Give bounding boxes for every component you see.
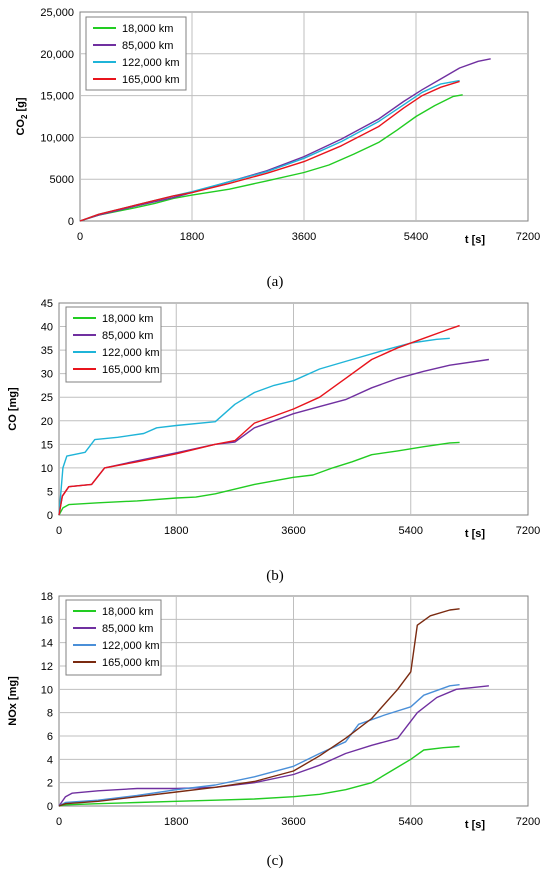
y-tick-label: 8	[47, 708, 53, 720]
y-axis-label: CO2 [g]	[15, 97, 29, 135]
y-tick-label: 0	[47, 801, 53, 813]
x-tick-label: 1800	[164, 816, 188, 828]
x-axis-label: t [s]	[465, 528, 486, 540]
y-tick-label: 12	[41, 661, 53, 673]
subfigure-caption: (a)	[267, 274, 284, 290]
legend-entry: 85,000 km	[122, 40, 173, 52]
series-line-3	[58, 608, 460, 807]
x-tick-label: 3600	[292, 231, 316, 243]
series-line-1	[58, 685, 489, 807]
legend-entry: 18,000 km	[122, 23, 173, 35]
x-tick-label: 1800	[164, 525, 188, 537]
y-tick-label: 15	[41, 439, 53, 451]
y-tick-label: 0	[47, 510, 53, 522]
legend: 18,000 km 85,000 km 122,000 km 165,000 km	[65, 306, 162, 383]
subfigure-caption: (c)	[267, 853, 284, 869]
y-tick-label: 45	[41, 298, 53, 310]
y-tick-label: 10	[41, 684, 53, 696]
x-tick-label: 7200	[516, 231, 540, 243]
legend-entry: 85,000 km	[102, 623, 153, 635]
y-tick-label: 15,000	[40, 91, 74, 103]
x-tick-label: 3600	[281, 816, 305, 828]
subfigure-caption: (b)	[266, 568, 284, 584]
x-tick-label: 3600	[281, 525, 305, 537]
chart-0: 0 5000 10,000 15,000 20,000 25,000 0 1800 3600 54…	[15, 7, 540, 290]
y-tick-label: 14	[41, 638, 53, 650]
y-tick-label: 40	[41, 322, 53, 334]
legend-box	[85, 16, 187, 91]
y-tick-label: 5	[47, 486, 53, 498]
y-tick-label: 10	[41, 463, 53, 475]
y-tick-label: 5000	[50, 174, 74, 186]
series-line-1	[79, 58, 491, 222]
legend-entry: 18,000 km	[102, 313, 153, 325]
y-tick-label: 4	[47, 754, 53, 766]
legend-entry: 165,000 km	[102, 657, 159, 669]
series-line-0	[58, 441, 460, 516]
x-tick-label: 0	[56, 816, 62, 828]
y-axis-label: NOx [mg]	[7, 676, 19, 726]
y-tick-label: 20,000	[40, 49, 74, 61]
series-line-2	[58, 337, 450, 516]
series-line-3	[79, 80, 460, 222]
legend-entry: 165,000 km	[102, 364, 159, 376]
x-tick-label: 7200	[516, 816, 540, 828]
chart-1: 0 5 10 15 20 25 30 35 40 45 0 1800 3600 5400 7200 t [s]…	[7, 298, 540, 584]
legend-entry: 122,000 km	[102, 347, 159, 359]
x-axis-label: t [s]	[465, 234, 486, 246]
x-tick-label: 1800	[180, 231, 204, 243]
y-tick-label: 18	[41, 591, 53, 603]
legend-entry: 18,000 km	[102, 606, 153, 618]
y-tick-label: 35	[41, 345, 53, 357]
y-tick-label: 6	[47, 731, 53, 743]
series-line-0	[58, 745, 460, 807]
legend-entry: 85,000 km	[102, 330, 153, 342]
y-tick-label: 25,000	[40, 7, 74, 19]
y-tick-label: 20	[41, 416, 53, 428]
legend-entry: 122,000 km	[102, 640, 159, 652]
chart-2: 0 2 4 6 8 10 12 14 16 18 0 1800 3600 5400 7200 t [s] NOx…	[7, 591, 540, 869]
legend: 18,000 km 85,000 km 122,000 km 165,000 km	[85, 16, 187, 91]
series-line-0	[79, 94, 463, 222]
x-tick-label: 5400	[399, 525, 423, 537]
legend-entry: 165,000 km	[122, 74, 179, 86]
x-tick-label: 5400	[404, 231, 428, 243]
y-tick-label: 30	[41, 369, 53, 381]
x-tick-label: 5400	[399, 816, 423, 828]
series-line-2	[58, 684, 460, 807]
x-tick-label: 7200	[516, 525, 540, 537]
legend: 18,000 km 85,000 km 122,000 km 165,000 km	[65, 599, 162, 676]
x-tick-label: 0	[77, 231, 83, 243]
y-axis-label: CO [mg]	[7, 387, 19, 431]
y-tick-label: 10,000	[40, 132, 74, 144]
series-line-3	[58, 324, 460, 516]
y-tick-label: 0	[68, 216, 74, 228]
legend-entry: 122,000 km	[122, 57, 179, 69]
x-tick-label: 0	[56, 525, 62, 537]
y-tick-label: 2	[47, 778, 53, 790]
y-tick-label: 25	[41, 392, 53, 404]
y-tick-label: 16	[41, 614, 53, 626]
x-axis-label: t [s]	[465, 819, 486, 831]
